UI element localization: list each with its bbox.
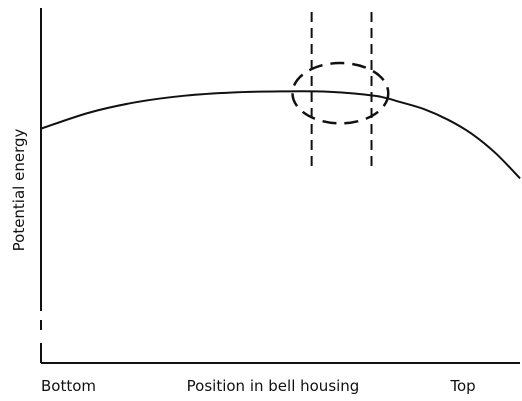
axes <box>40 8 520 364</box>
annotations <box>291 12 390 170</box>
x-tick-label-bottom: Bottom <box>41 377 96 395</box>
y-axis-label: Potential energy <box>10 129 28 252</box>
x-axis-label: Position in bell housing <box>187 377 360 395</box>
series-line-1 <box>40 90 521 180</box>
x-tick-label-top: Top <box>449 377 475 395</box>
dashed-highlight-ellipse <box>291 61 390 125</box>
series-layer <box>40 90 521 180</box>
